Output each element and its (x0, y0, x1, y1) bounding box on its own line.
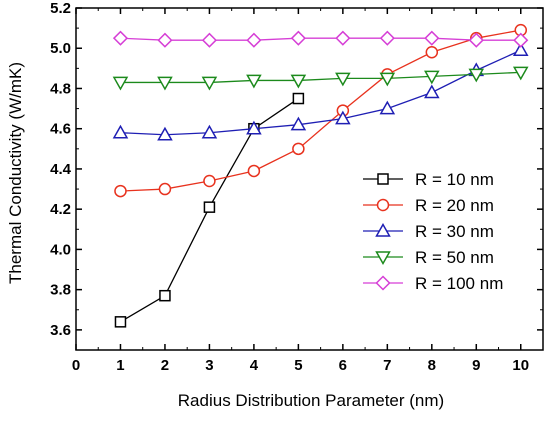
data-point (290, 30, 306, 46)
y-tick-label: 5.2 (50, 0, 71, 17)
data-point (203, 201, 216, 213)
data-point (246, 32, 262, 48)
data-point (424, 70, 440, 85)
legend-label: R = 100 nm (415, 274, 503, 293)
plot-border (75, 7, 544, 351)
data-point (114, 316, 127, 328)
legend-item: R = 100 nm (363, 274, 503, 293)
data-point (513, 32, 529, 48)
legend-marker (376, 198, 390, 212)
data-point (203, 174, 216, 188)
data-point (335, 110, 351, 125)
data-point (112, 30, 129, 46)
data-point (512, 42, 529, 56)
data-point (425, 46, 439, 59)
legend-label: R = 10 nm (415, 170, 494, 189)
x-tick-label: 2 (161, 357, 169, 374)
series-line (120, 37, 521, 41)
series-line (120, 71, 521, 84)
data-point (379, 100, 396, 115)
data-point (335, 72, 351, 87)
y-tick-label: 3.8 (50, 282, 71, 299)
legend-marker (377, 173, 389, 185)
series-line (120, 49, 522, 136)
data-point (290, 116, 307, 131)
legend: R = 10 nm R = 20 nm R = 30 nm R = 50 nm R = … (363, 170, 503, 293)
x-tick-label: 7 (383, 357, 391, 374)
x-tick-label: 0 (72, 357, 80, 374)
y-tick-label: 3.6 (50, 322, 71, 339)
data-point (292, 92, 305, 105)
y-tick-label: 4.4 (50, 161, 72, 178)
legend-item: R = 20 nm (363, 196, 494, 215)
data-point (157, 126, 173, 141)
data-point (379, 30, 395, 46)
data-point (512, 66, 529, 81)
data-point (157, 32, 173, 48)
legend-item: R = 50 nm (363, 248, 494, 267)
series-4 (112, 30, 529, 48)
data-point (157, 76, 173, 91)
data-point (158, 182, 172, 196)
legend-label: R = 30 nm (415, 222, 494, 241)
legend-label: R = 20 nm (415, 196, 494, 215)
x-tick-label: 9 (472, 357, 480, 374)
y-tick-label: 4.2 (50, 201, 71, 218)
x-tick-label: 8 (428, 357, 436, 374)
data-point (246, 74, 262, 89)
x-axis: 0 1 2 3 4 5 6 7 8 9 10 (72, 8, 529, 374)
x-tick-label: 10 (512, 357, 529, 374)
x-tick-label: 6 (339, 357, 347, 374)
legend-item: R = 10 nm (363, 170, 494, 189)
x-axis-title: Radius Distribution Parameter (nm) (178, 391, 444, 410)
y-axis-title: Thermal Conductivity (W/mK) (6, 62, 25, 284)
data-point (468, 32, 484, 48)
data-point (290, 74, 307, 89)
x-tick-label: 3 (205, 357, 213, 374)
y-tick-label: 5.0 (50, 40, 71, 57)
data-point (112, 76, 129, 91)
x-tick-label: 4 (250, 357, 259, 374)
x-tick-label: 5 (294, 357, 302, 374)
data-point (112, 124, 129, 139)
data-point (159, 289, 171, 302)
legend-marker (375, 251, 391, 266)
data-point (424, 30, 440, 46)
legend-marker (375, 222, 391, 237)
legend-label: R = 50 nm (415, 248, 494, 267)
series-2 (112, 42, 529, 141)
y-tick-label: 4.0 (50, 241, 71, 258)
y-axis: 3.6 3.8 4.0 4.2 4.4 4.6 4.8 5.0 5.2 (50, 0, 543, 351)
plot-frame (75, 7, 544, 351)
data-point (246, 120, 262, 135)
series-3 (112, 66, 529, 91)
data-point (114, 184, 127, 198)
data-point (379, 72, 396, 87)
data-point (424, 84, 440, 99)
data-point (292, 142, 305, 156)
x-tick-label: 1 (116, 357, 124, 374)
data-point (201, 76, 218, 91)
data-point (468, 68, 485, 83)
y-tick-label: 4.8 (50, 80, 71, 97)
data-point (201, 32, 217, 48)
y-tick-label: 4.6 (50, 121, 71, 138)
series-line (120, 29, 521, 192)
data-point (247, 164, 261, 178)
data-point (201, 124, 218, 139)
series-layer (112, 23, 529, 328)
data-point (335, 30, 351, 46)
legend-item: R = 30 nm (363, 222, 494, 241)
legend-marker (375, 275, 391, 291)
